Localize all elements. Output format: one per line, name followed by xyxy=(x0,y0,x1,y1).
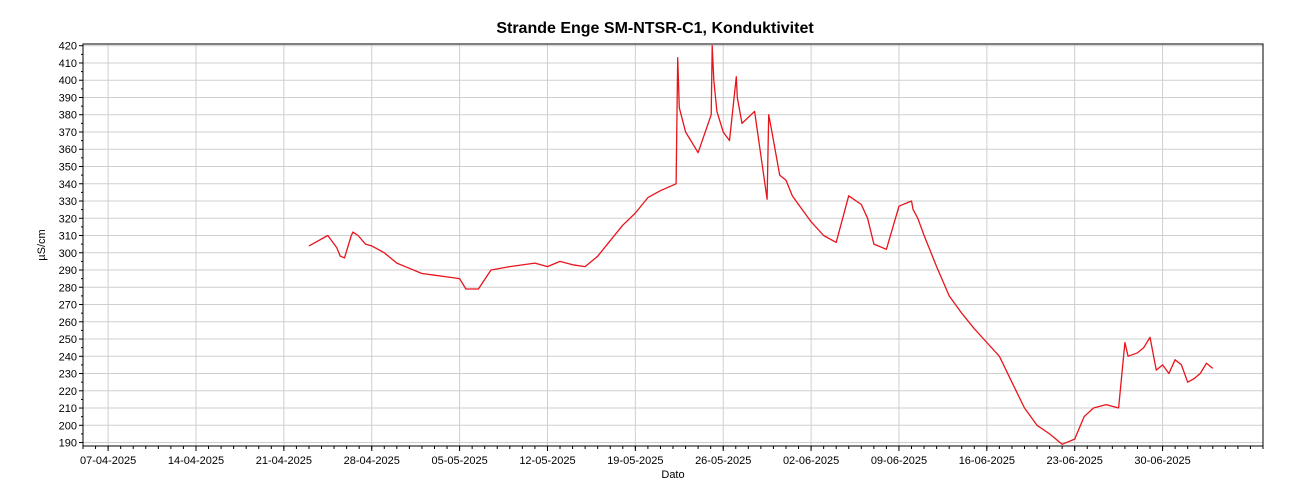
x-tick-label: 21-04-2025 xyxy=(256,455,312,467)
y-tick-label: 400 xyxy=(59,75,77,87)
y-tick-label: 370 xyxy=(59,127,77,139)
chart-title: Strande Enge SM-NTSR-C1, Konduktivitet xyxy=(496,20,814,37)
y-tick-label: 350 xyxy=(59,161,77,173)
y-tick-label: 360 xyxy=(59,144,77,156)
y-tick-label: 280 xyxy=(59,282,77,294)
x-tick-label: 30-06-2025 xyxy=(1134,455,1190,467)
y-tick-label: 310 xyxy=(59,231,77,243)
y-tick-label: 330 xyxy=(59,196,77,208)
x-tick-label: 07-04-2025 xyxy=(80,455,136,467)
x-tick-label: 14-04-2025 xyxy=(168,455,224,467)
y-tick-label: 190 xyxy=(59,438,77,450)
x-tick-label: 23-06-2025 xyxy=(1047,455,1103,467)
y-tick-label: 270 xyxy=(59,300,77,312)
y-tick-label: 220 xyxy=(59,386,77,398)
y-tick-label: 320 xyxy=(59,213,77,225)
y-tick-label: 260 xyxy=(59,317,77,329)
y-tick-label: 390 xyxy=(59,92,77,104)
y-tick-label: 240 xyxy=(59,351,77,363)
x-tick-label: 19-05-2025 xyxy=(607,455,663,467)
x-tick-label: 28-04-2025 xyxy=(344,455,400,467)
y-tick-label: 210 xyxy=(59,403,77,415)
grid-lines xyxy=(83,44,1263,446)
x-tick-label: 16-06-2025 xyxy=(959,455,1015,467)
y-tick-label: 300 xyxy=(59,248,77,260)
x-tick-label: 26-05-2025 xyxy=(695,455,751,467)
x-tick-label: 09-06-2025 xyxy=(871,455,927,467)
series-line-0 xyxy=(308,45,1214,445)
y-tick-label: 200 xyxy=(59,420,77,432)
y-axis-label: µS/cm xyxy=(36,229,48,260)
y-tick-label: 410 xyxy=(59,58,77,70)
x-tick-label: 05-05-2025 xyxy=(431,455,487,467)
x-tick-label: 12-05-2025 xyxy=(519,455,575,467)
y-tick-label: 230 xyxy=(59,369,77,381)
series-group xyxy=(308,45,1214,445)
plot-frame xyxy=(82,43,1264,447)
x-axis-label: Dato xyxy=(661,469,684,481)
y-tick-label: 380 xyxy=(59,110,77,122)
y-tick-label: 290 xyxy=(59,265,77,277)
y-tick-label: 420 xyxy=(59,41,77,53)
x-axis-ticks: 07-04-2025 14-04-2025 21-04-2025 28-04-2025… xyxy=(80,446,1191,467)
y-axis-ticks: 190 200 210 220 230 240 250 260 270 280 290 300 310 3… xyxy=(59,41,83,450)
minor-ticks xyxy=(81,53,1264,449)
x-tick-label: 02-06-2025 xyxy=(783,455,839,467)
y-tick-label: 250 xyxy=(59,334,77,346)
y-tick-label: 340 xyxy=(59,179,77,191)
